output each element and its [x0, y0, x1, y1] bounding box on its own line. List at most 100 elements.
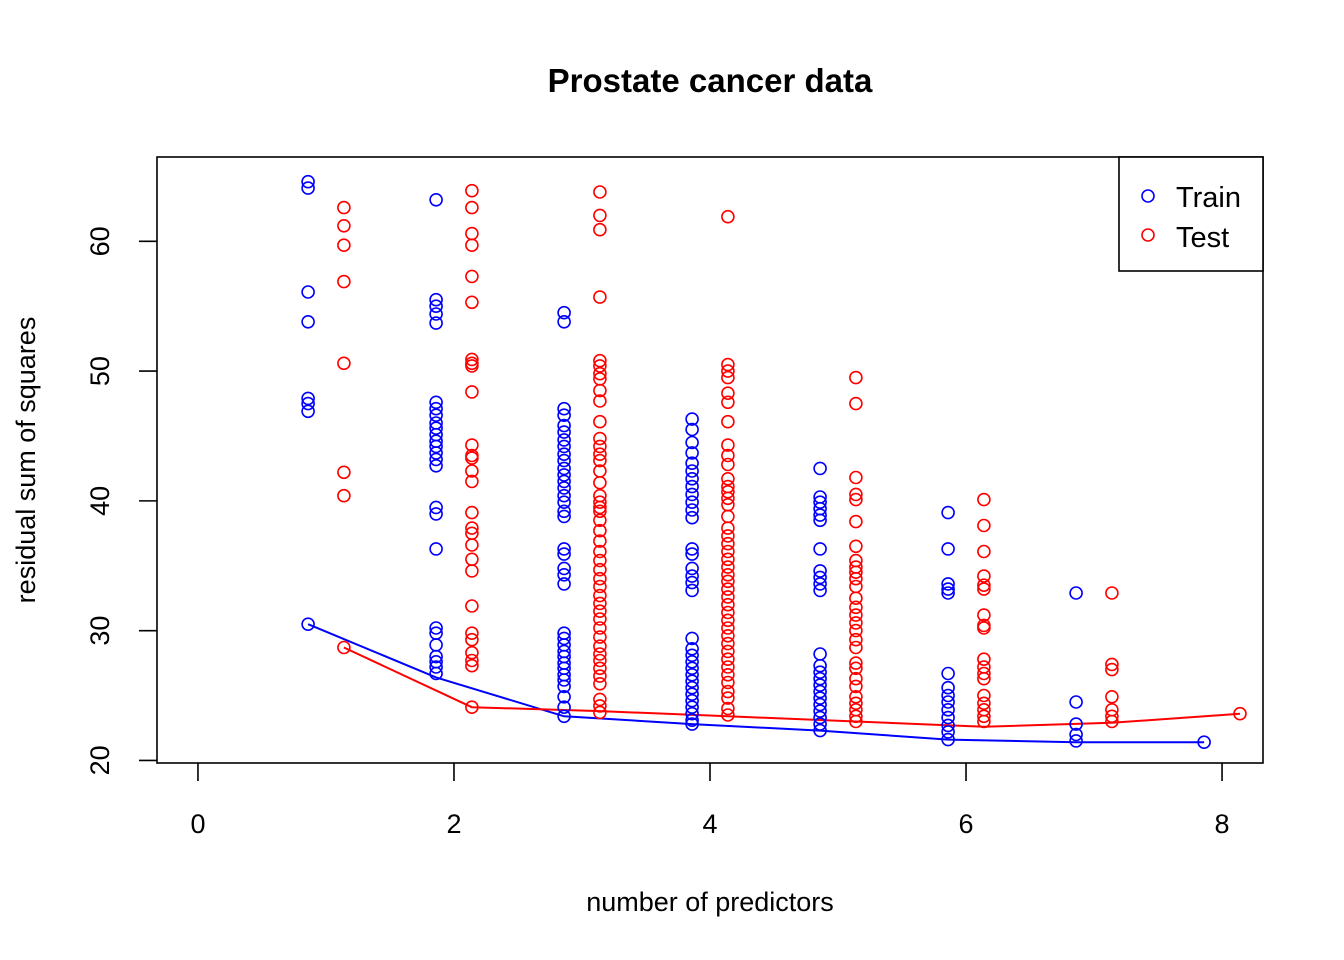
test-point — [721, 544, 735, 559]
legend-label-train: Train — [1176, 182, 1241, 214]
y-axis-label: residual sum of squares — [11, 317, 41, 604]
train-point — [557, 433, 571, 447]
test-point — [721, 567, 735, 582]
train-point — [1069, 695, 1083, 709]
test-point — [721, 701, 735, 716]
test-point — [721, 521, 735, 535]
test-point — [465, 521, 479, 535]
test-point — [465, 653, 479, 668]
test-point — [721, 536, 735, 551]
train-point — [941, 680, 955, 695]
test-point — [849, 514, 863, 529]
train-point — [941, 718, 955, 733]
x-axis-label: number of predictors — [586, 887, 834, 917]
train-point — [941, 505, 955, 520]
train-point — [685, 542, 699, 556]
train-point — [301, 617, 315, 632]
train-point — [685, 631, 699, 646]
test-point — [849, 714, 863, 729]
test-point — [721, 438, 735, 452]
test-point — [593, 290, 607, 304]
train-point — [429, 621, 443, 635]
train-point — [685, 680, 699, 695]
train-point — [557, 547, 571, 561]
train-point — [941, 695, 955, 709]
train-point — [813, 678, 827, 692]
test-point — [721, 574, 735, 589]
test-point — [465, 658, 479, 673]
test-point — [593, 500, 607, 515]
test-point — [977, 621, 991, 635]
test-point — [593, 495, 607, 510]
train-point — [429, 408, 443, 423]
test-point — [721, 560, 735, 574]
test-point — [977, 518, 991, 533]
x-tick-label: 2 — [446, 809, 461, 839]
train-point — [429, 401, 443, 416]
test-point — [849, 608, 863, 622]
test-point — [465, 464, 479, 478]
train-point — [557, 461, 571, 476]
train-point — [429, 307, 443, 321]
test-point — [849, 709, 863, 724]
train-point — [685, 706, 699, 721]
test-point — [593, 185, 607, 199]
train-point — [685, 412, 699, 426]
train-point — [429, 500, 443, 515]
test-point — [849, 539, 863, 554]
train-point — [941, 542, 955, 556]
test-series-line — [343, 646, 1241, 728]
test-point — [849, 623, 863, 638]
test-point — [849, 571, 863, 586]
test-point — [593, 475, 607, 490]
train-point — [685, 700, 699, 715]
test-point — [721, 652, 735, 667]
test-point — [721, 644, 735, 659]
train-point — [813, 583, 827, 598]
train-point — [1069, 717, 1083, 731]
test-point — [337, 488, 351, 503]
train-point — [685, 667, 699, 682]
train-point — [813, 717, 827, 731]
train-point — [429, 666, 443, 681]
test-point — [721, 605, 735, 620]
train-point — [813, 710, 827, 725]
train-point — [429, 395, 443, 410]
train-point — [301, 391, 315, 406]
test-point — [465, 385, 479, 399]
test-point — [465, 599, 479, 613]
train-point — [557, 542, 571, 556]
train-point — [813, 691, 827, 705]
test-point — [337, 465, 351, 480]
train-point — [557, 673, 571, 687]
train-point — [429, 638, 443, 652]
test-point — [849, 632, 863, 647]
test-point — [977, 696, 991, 711]
test-point — [1105, 714, 1119, 729]
train-point — [941, 582, 955, 596]
train-point — [685, 464, 699, 478]
train-point — [685, 456, 699, 471]
test-point — [721, 529, 735, 543]
test-point — [721, 621, 735, 635]
train-point — [813, 577, 827, 591]
train-point — [429, 542, 443, 556]
train-point — [685, 487, 699, 502]
train-point — [301, 396, 315, 411]
train-point — [557, 495, 571, 510]
test-point — [721, 414, 735, 429]
x-tick-label: 0 — [190, 809, 205, 839]
x-tick-label: 4 — [702, 809, 717, 839]
y-tick-label: 30 — [85, 616, 115, 646]
test-point — [593, 596, 607, 611]
test-point — [593, 222, 607, 237]
train-point — [941, 666, 955, 681]
test-point — [721, 448, 735, 463]
test-point — [721, 691, 735, 705]
test-point — [593, 705, 607, 720]
train-point — [941, 586, 955, 600]
y-tick-label: 40 — [85, 486, 115, 516]
test-point — [337, 219, 351, 233]
train-point — [557, 567, 571, 582]
